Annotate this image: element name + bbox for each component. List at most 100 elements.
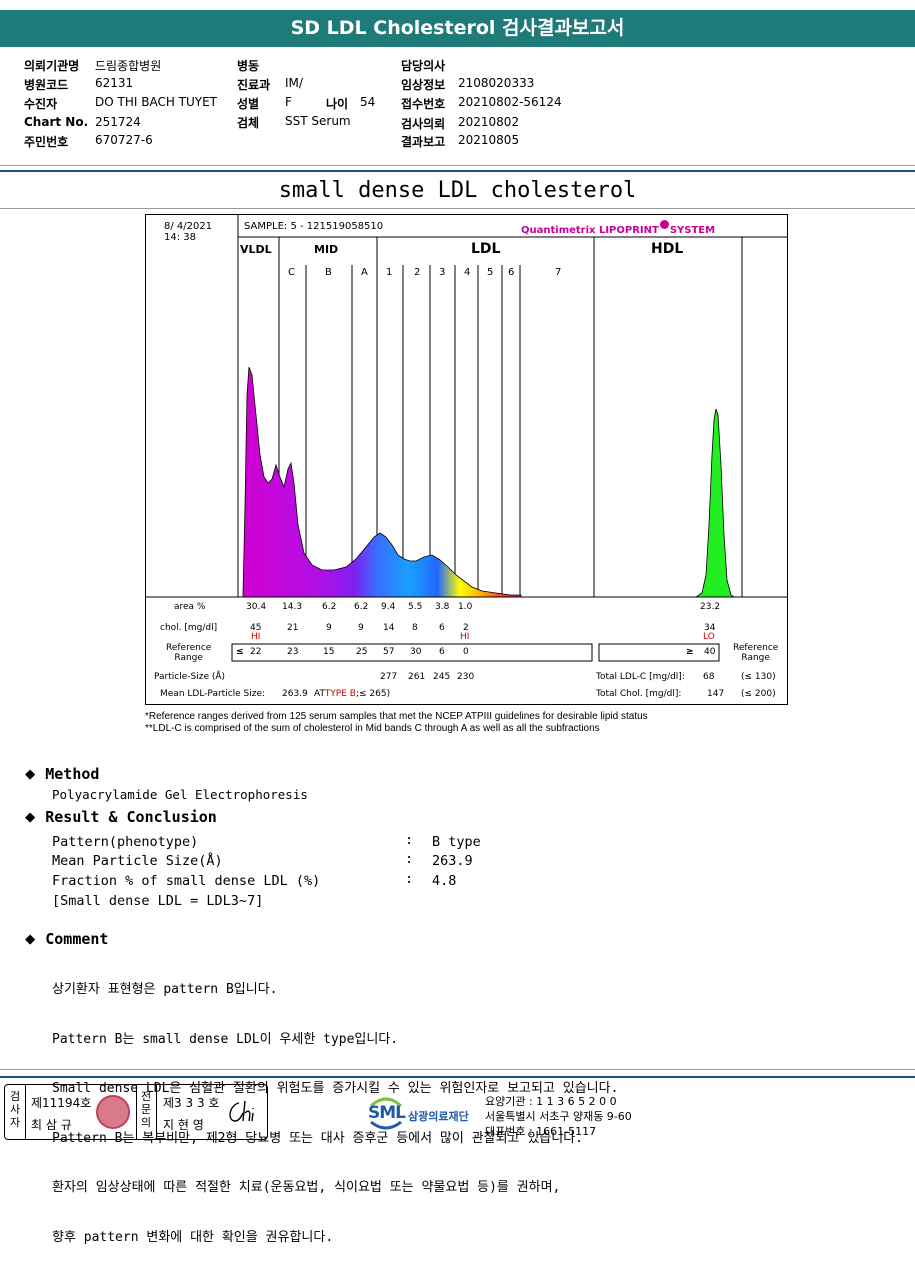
footer-address: 요양기관 : 1 1 3 6 5 2 0 0 서울특별시 서초구 양재동 9-6… (485, 1094, 632, 1139)
particle-value: 230 (457, 672, 475, 682)
comment-title: Comment (45, 930, 109, 948)
receipt-label: 접수번호 (401, 97, 446, 111)
specimen-value: SST Serum (285, 114, 351, 128)
particle-value: 245 (433, 672, 451, 682)
ref-right-line2: Range (741, 653, 770, 663)
examiner-no: 제11194호 (31, 1096, 92, 1110)
mean-value: 263.9 (282, 689, 308, 699)
subband-label: 1 (386, 267, 393, 278)
mean-pre: AT (314, 689, 325, 699)
chol-value: 14 (383, 623, 395, 633)
ref-hdl: 40 (704, 647, 716, 657)
comment-line: 환자의 임상상태에 따른 적절한 치료(운동요법, 식이요법 또는 약물요법 등… (52, 1180, 561, 1195)
subband-label: 7 (555, 267, 562, 278)
ref-value: 15 (323, 647, 335, 657)
subband-label: 3 (439, 267, 446, 278)
divider (25, 1085, 26, 1139)
chol-row: chol. [mg/dl] 45 HI 21 9 9 14 8 6 2 HI 3… (146, 623, 787, 645)
ref-value: 23 (287, 647, 299, 657)
doctor-label: 담당의사 (401, 59, 446, 73)
system-suffix: SYSTEM (669, 225, 716, 236)
id-label: 주민번호 (24, 135, 69, 149)
total-chol-label: Total Chol. [mg/dl]: (596, 689, 682, 699)
ref-value: 6 (439, 647, 445, 657)
comment-heading: ◆ Comment (25, 929, 108, 949)
logo-text: SML (368, 1103, 406, 1123)
area-value: 9.4 (381, 602, 396, 612)
ref-label-line2: Range (174, 653, 203, 663)
mean-label: Mean LDL-Particle Size: (160, 689, 266, 699)
subband-label: B (325, 267, 332, 278)
ref-label: Reference Range (166, 643, 211, 663)
comment-line: Pattern B는 small dense LDL이 우세한 type입니다. (52, 1031, 399, 1047)
hi-flag: HI (460, 632, 470, 642)
chol-value: 21 (287, 623, 299, 633)
subband-label: 5 (487, 267, 494, 278)
mean-type: ATTYPE B;≤ 265) (314, 689, 390, 699)
total-ldl-label: Total LDL-C [mg/dl]: (596, 672, 685, 682)
patient-label: 수진자 (24, 97, 58, 111)
sml-logo-icon (369, 1097, 403, 1130)
mean-row: Mean LDL-Particle Size: 263.9 ATTYPE B;≤… (146, 689, 787, 702)
system-logo-icon (659, 220, 669, 229)
chart-value: 251724 (95, 115, 141, 129)
examiner-name: 최 삼 규 (31, 1118, 72, 1132)
graph-date: 8/ 4/2021 (164, 221, 213, 232)
age-value: 54 (360, 95, 376, 109)
particle-label: Particle-Size (Å) (154, 672, 226, 682)
hi-flag: HI (251, 632, 261, 642)
band-hdl: HDL (651, 241, 684, 257)
chol-value: 8 (412, 623, 418, 633)
seal-stamp-icon (96, 1095, 130, 1129)
electrophoresis-chart (146, 215, 787, 662)
chol-value: 9 (358, 623, 364, 633)
ref-label-line1: Reference (166, 643, 212, 653)
receipt-value: 20210802-56124 (458, 95, 562, 109)
specialist-no: 제3 3 3 호 (163, 1096, 220, 1110)
result-label: Pattern(phenotype) (52, 834, 199, 850)
id-value: 670727-6 (95, 133, 153, 147)
report-title: SD LDL Cholesterol 검사결과보고서 (0, 10, 915, 47)
area-label: area % (174, 602, 206, 612)
graph-datetime: 8/ 4/2021 14: 38 (164, 221, 212, 243)
area-value: 3.8 (435, 602, 450, 612)
chol-value: 2 (463, 623, 469, 633)
total-ldl: 68 (703, 672, 715, 682)
address-line: 대표번호 : 1661-5117 (485, 1125, 597, 1138)
note-line: **LDL-C is comprised of the sum of chole… (145, 723, 600, 734)
colon: : (405, 871, 414, 887)
subband-label: 4 (464, 267, 471, 278)
comment-line: 상기환자 표현형은 pattern B입니다. (52, 982, 278, 997)
total-ldl-ref: (≤ 130) (741, 672, 776, 682)
lipoprint-graph: 8/ 4/2021 14: 38 SAMPLE: 5 - 12151905851… (145, 214, 788, 705)
ref-value: 30 (410, 647, 422, 657)
graph-sample: SAMPLE: 5 - 121519058510 (244, 221, 384, 232)
ref-ge: ≥ (686, 647, 694, 657)
specialist-name: 지 현 영 (163, 1118, 204, 1132)
chol-label: chol. [mg/dl] (160, 623, 218, 633)
area-value: 1.0 (458, 602, 473, 612)
subband-labels: C B A 1 2 3 4 5 6 7 (146, 267, 787, 281)
mean-type-text: TYPE B (324, 689, 356, 699)
chol-value: 9 (326, 623, 332, 633)
subband-label: C (288, 267, 295, 278)
dept-value: IM/ (285, 76, 303, 90)
org-name: 삼광의료재단 (408, 1110, 469, 1123)
result-note: [Small dense LDL = LDL3~7] (52, 893, 264, 909)
particle-row: Particle-Size (Å) 277 261 245 230 Total … (146, 672, 787, 685)
result-label: Mean Particle Size(Å) (52, 853, 223, 869)
patient-info: 의뢰기관명 드림종합병원 병원코드 62131 수진자 DO THI BACH … (0, 55, 915, 155)
comment-line: Pattern B는 복부비만, 제2형 당뇨병 또는 대사 증후군 등에서 많… (52, 1130, 583, 1146)
report-value: 20210805 (458, 133, 520, 147)
examiner-vertical: 검사자 (9, 1090, 21, 1129)
colon: : (405, 832, 414, 848)
ref-value: 57 (383, 647, 395, 657)
chart-label: Chart No. (24, 115, 89, 129)
ref-right: Reference Range (733, 643, 778, 663)
divider (136, 1085, 137, 1139)
report-label: 결과보고 (401, 135, 446, 149)
specimen-label: 검체 (237, 116, 260, 130)
divider (0, 208, 915, 209)
signature-box: 검사자 제11194호 최 삼 규 전문의 제3 3 3 호 지 현 영 (4, 1084, 268, 1140)
diamond-bullet-icon: ◆ (25, 764, 36, 784)
